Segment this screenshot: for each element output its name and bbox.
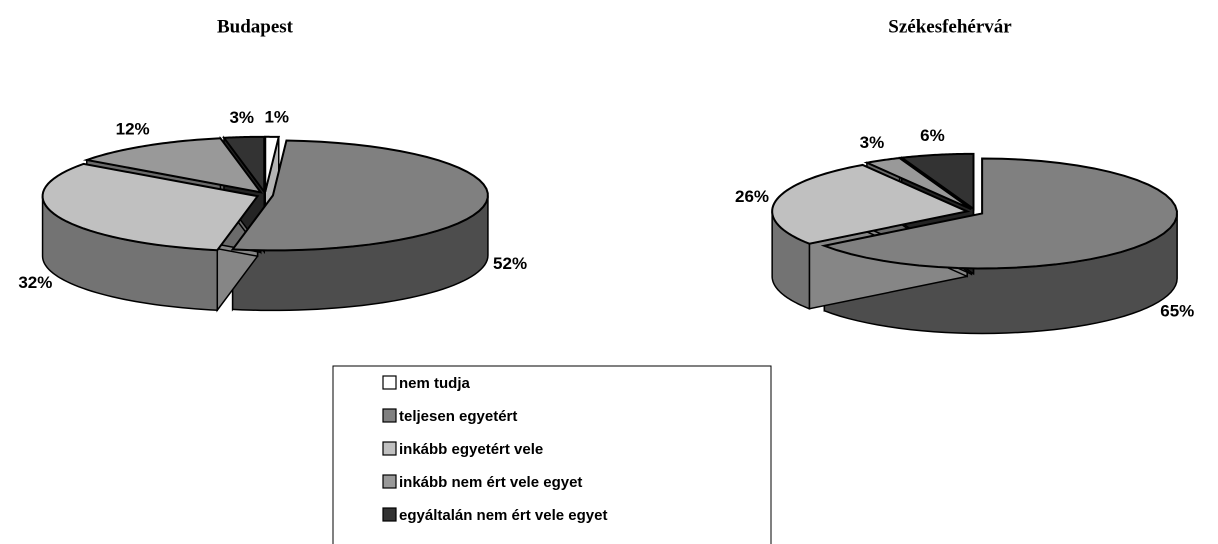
legend-label: egyáltalán nem ért vele egyet [399,507,607,524]
slice [899,152,975,211]
slice [771,163,971,245]
legend-swatch [382,441,397,456]
legend-swatch [382,375,397,390]
legend-box [332,365,772,544]
slice [264,135,281,193]
data-label: 26% [735,187,769,206]
legend-label: nem tudja [399,375,470,392]
data-label: 65% [1160,301,1194,320]
data-label: 3% [860,133,885,152]
legend-label: inkább nem ért vele egyet [399,474,582,491]
chart-title: Székesfehérvár [888,16,1012,37]
legend-label: teljesen egyetért [399,408,517,425]
legend-label: inkább egyetért vele [399,441,543,458]
data-label: 52% [493,254,527,273]
legend-swatch [382,474,397,489]
slice [230,139,489,252]
legend-swatch [382,408,397,423]
chart-title: Budapest [217,16,294,37]
data-label: 32% [18,273,52,292]
legend-swatch [382,507,397,522]
data-label: 3% [229,108,254,127]
slice [41,162,260,252]
slice [222,135,266,195]
slice [820,157,1178,270]
data-label: 6% [920,126,945,145]
slice [82,137,264,194]
data-label: 12% [116,119,150,138]
data-label: 1% [264,108,289,127]
slice [863,156,972,211]
